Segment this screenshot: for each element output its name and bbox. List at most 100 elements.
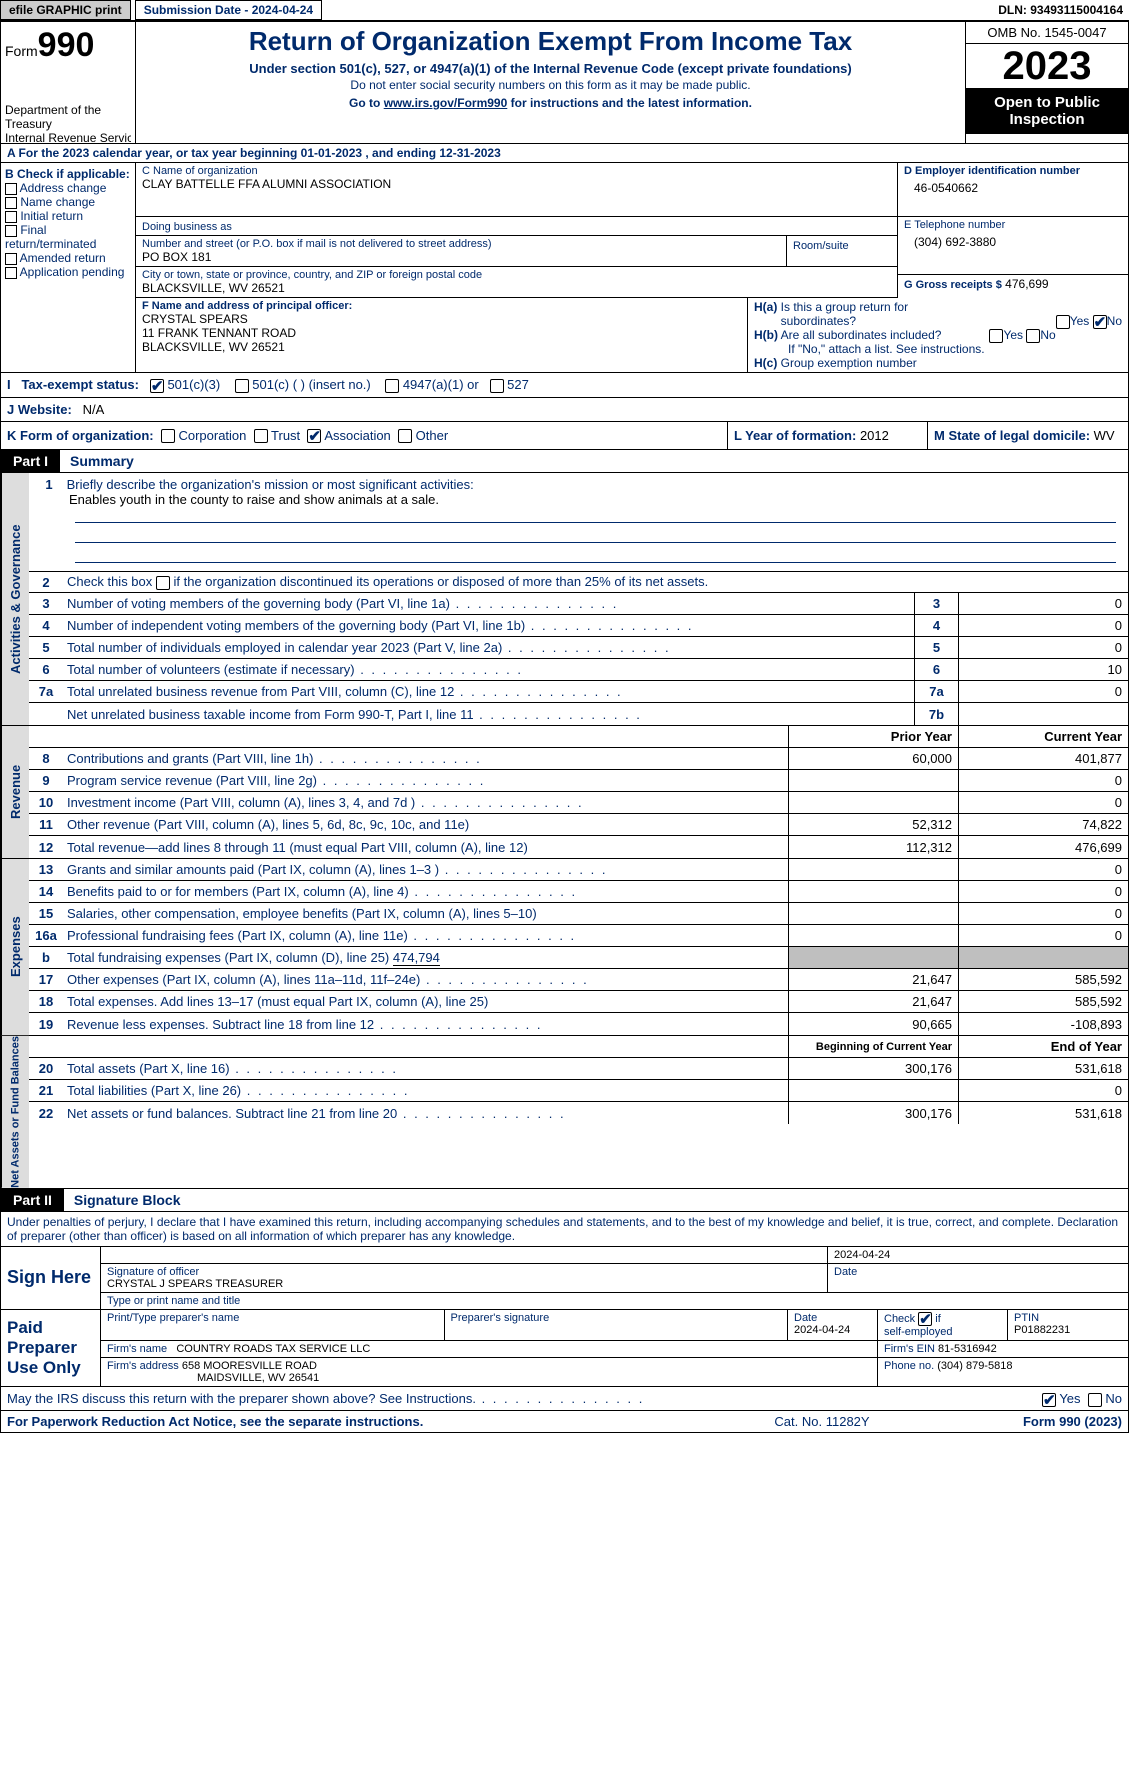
end-year-hdr: End of Year [958,1036,1128,1057]
c21: 0 [958,1080,1128,1101]
form-title: Return of Organization Exempt From Incom… [142,26,959,57]
line5: Total number of individuals employed in … [63,638,914,657]
line7b: Net unrelated business taxable income fr… [63,705,914,724]
c13: 0 [958,859,1128,880]
entity-section: B Check if applicable: Address change Na… [0,163,1129,298]
c20: 531,618 [958,1058,1128,1079]
h-a: H(a) Is this a group return for subordin… [754,300,1122,328]
efile-print-button[interactable]: efile GRAPHIC print [0,0,131,20]
ein-value: 46-0540662 [904,177,1122,195]
line17: Other expenses (Part IX, column (A), lin… [63,970,788,989]
val-5: 0 [958,637,1128,658]
org-name-label: C Name of organization [142,165,891,177]
part2-header: Part II Signature Block [0,1189,1129,1212]
open-inspection: Open to Public Inspection [966,88,1128,134]
paperwork-notice: For Paperwork Reduction Act Notice, see … [7,1414,722,1429]
prep-date: 2024-04-24 [794,1324,850,1336]
h-b-note: If "No," attach a list. See instructions… [754,342,1122,356]
val-7a: 0 [958,681,1128,702]
submission-date: Submission Date - 2024-04-24 [135,0,322,20]
form-header: Form990 Department of the Treasury Inter… [0,21,1129,144]
section-expenses: Expenses 13Grants and similar amounts pa… [0,859,1129,1036]
p15 [788,903,958,924]
dept-irs: Internal Revenue Service [5,131,131,145]
h-c: H(c) Group exemption number [754,356,1122,370]
p8: 60,000 [788,748,958,769]
line15: Salaries, other compensation, employee b… [63,904,788,923]
firm-addr2: MAIDSVILLE, WV 26541 [107,1372,319,1384]
ein-label: D Employer identification number [904,165,1122,177]
firm-ein: 81-5316942 [938,1343,997,1355]
firm-name: COUNTRY ROADS TAX SERVICE LLC [176,1343,370,1355]
subtitle-2: Do not enter social security numbers on … [142,78,959,92]
row-klm: K Form of organization: Corporation Trus… [0,422,1129,451]
prep-sig-label: Preparer's signature [445,1310,789,1340]
p19: 90,665 [788,1013,958,1035]
city-state-zip: BLACKSVILLE, WV 26521 [142,281,891,295]
section-governance: Activities & Governance 1 Briefly descri… [0,473,1129,726]
sign-here-block: Sign Here 2024-04-24 Signature of office… [0,1247,1129,1310]
line9: Program service revenue (Part VIII, line… [63,771,788,790]
row-a-tax-year: A For the 2023 calendar year, or tax yea… [0,144,1129,163]
row-i: I Tax-exempt status: 501(c)(3) 501(c) ( … [0,373,1129,398]
line16b: Total fundraising expenses (Part IX, col… [63,948,788,967]
firm-addr1: 658 MOORESVILLE ROAD [182,1360,317,1372]
p21 [788,1080,958,1101]
c9: 0 [958,770,1128,791]
line1-label: Briefly describe the organization's miss… [67,477,474,492]
room-label: Room/suite [793,240,849,252]
line12: Total revenue—add lines 8 through 11 (mu… [63,838,788,857]
line4: Number of independent voting members of … [63,616,914,635]
section-revenue: Revenue Prior YearCurrent Year 8Contribu… [0,726,1129,859]
current-year-hdr: Current Year [958,726,1128,747]
val-4: 0 [958,615,1128,636]
street-address: PO BOX 181 [142,250,780,264]
sig-officer-label: Signature of officer [107,1266,821,1278]
prep-name-label: Print/Type preparer's name [101,1310,445,1340]
line7a: Total unrelated business revenue from Pa… [63,682,914,701]
part1-header: Part I Summary [0,450,1129,473]
c10: 0 [958,792,1128,813]
ptin: P01882231 [1014,1324,1070,1336]
p20: 300,176 [788,1058,958,1079]
tax-year: 2023 [966,44,1128,88]
line3: Number of voting members of the governin… [63,594,914,613]
line8: Contributions and grants (Part VIII, lin… [63,749,788,768]
officer-addr1: 11 FRANK TENNANT ROAD [142,326,741,340]
val-7b [958,703,1128,725]
line20: Total assets (Part X, line 16) [63,1059,788,1078]
officer-label: F Name and address of principal officer: [142,300,741,312]
c8: 401,877 [958,748,1128,769]
c19: -108,893 [958,1013,1128,1035]
c11: 74,822 [958,814,1128,835]
gross-receipts-value: 476,699 [1005,277,1048,291]
c18: 585,592 [958,991,1128,1012]
val-6: 10 [958,659,1128,680]
prior-year-hdr: Prior Year [788,726,958,747]
dln: DLN: 93493115004164 [992,1,1129,19]
perjury-statement: Under penalties of perjury, I declare th… [0,1212,1129,1247]
dept-treasury: Department of the Treasury [5,103,131,131]
form-footer: Form 990 (2023) [922,1414,1122,1429]
line6: Total number of volunteers (estimate if … [63,660,914,679]
gross-receipts-label: G Gross receipts $ [904,279,1002,291]
section-netassets: Net Assets or Fund Balances Beginning of… [0,1036,1129,1189]
topbar: efile GRAPHIC print Submission Date - 20… [0,0,1129,21]
p9 [788,770,958,791]
sign-date: 2024-04-24 [828,1247,1128,1263]
paid-preparer-block: Paid Preparer Use Only Print/Type prepar… [0,1310,1129,1387]
addr-label: Number and street (or P.O. box if mail i… [142,238,780,250]
line22: Net assets or fund balances. Subtract li… [63,1104,788,1123]
dba-label: Doing business as [142,221,232,233]
cat-no: Cat. No. 11282Y [722,1414,922,1429]
p13 [788,859,958,880]
p16a [788,925,958,946]
line13: Grants and similar amounts paid (Part IX… [63,860,788,879]
line21: Total liabilities (Part X, line 26) [63,1081,788,1100]
row-j: J Website: N/A [0,398,1129,422]
subtitle-3: Go to www.irs.gov/Form990 for instructio… [142,96,959,110]
box-b: B Check if applicable: Address change Na… [1,163,136,298]
officer-group-row: F Name and address of principal officer:… [0,298,1129,373]
irs-link[interactable]: www.irs.gov/Form990 [384,96,508,110]
sig-date-label: Date [828,1264,1128,1292]
